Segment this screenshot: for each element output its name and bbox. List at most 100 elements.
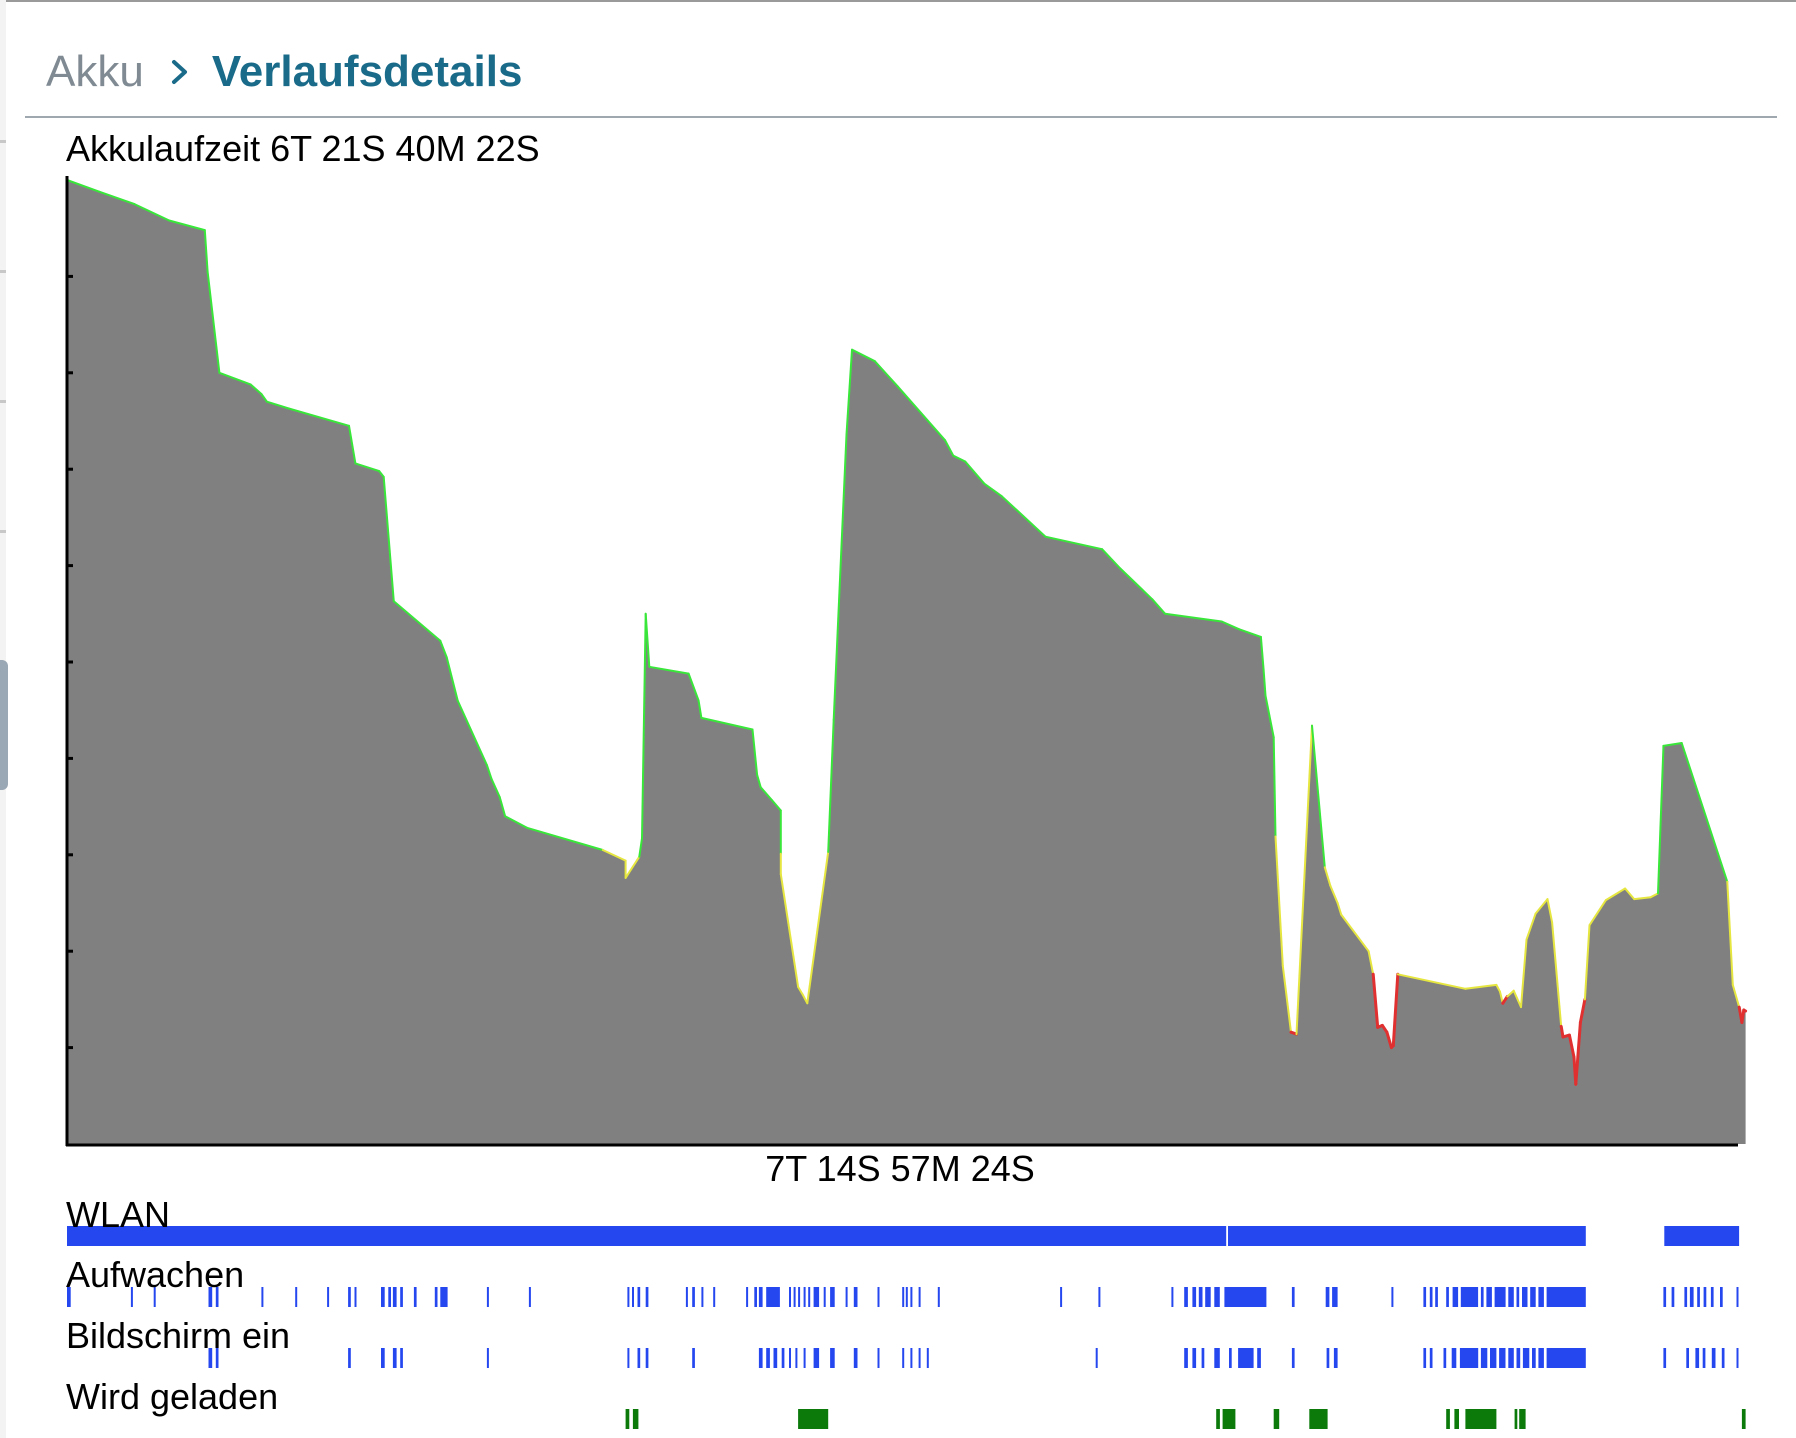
screen-on-segment [486,1348,489,1368]
edge-mark [0,270,6,273]
battery-level-segment [1649,892,1659,899]
battery-level-segment [1657,746,1665,895]
screen-on-segment [637,1348,641,1368]
battery-level-segment [1000,495,1047,538]
breadcrumb-parent-akku[interactable]: Akku [46,47,144,96]
screen-on-segment [830,1348,835,1368]
battery-level-segment [873,360,899,388]
screen-on-segment [208,1348,213,1368]
battery-level-segment [1740,1008,1746,1024]
battery-level-segment [490,777,501,798]
screen-on-segment [1686,1348,1689,1368]
screen-on-segment [877,1348,880,1368]
wake-segment [1429,1287,1433,1307]
battery-level-segment [1546,898,1554,924]
charging-segment [1273,1409,1280,1429]
charging-segment [1454,1409,1459,1429]
battery-level-segment [265,400,290,410]
battery-level-segment [1151,598,1167,615]
battery-level-segment [1731,983,1741,1009]
battery-level-segment [687,672,700,702]
wake-segment [1522,1287,1528,1307]
screen-on-segment [758,1348,763,1368]
screen-on-segment [853,1348,858,1368]
battery-level-segment [392,600,442,642]
battery-level-segment [1101,548,1122,570]
wake-segment [392,1287,397,1307]
wake-segment [1663,1287,1667,1307]
screen-on-segment [1229,1348,1232,1368]
battery-level-segment [1220,620,1240,631]
wake-segment [1452,1287,1459,1307]
wake-segment [208,1287,213,1307]
wake-segment [627,1287,630,1307]
wake-segment [1494,1287,1506,1307]
wake-segment [1423,1287,1427,1307]
battery-level-segment [827,718,835,853]
wake-segment [1446,1287,1449,1307]
wake-segment [348,1287,351,1307]
battery-level-segment [806,850,830,1005]
battery-level-segment [133,203,171,222]
wake-segment [1546,1287,1586,1307]
battery-level-segment [1574,1021,1582,1086]
battery-level-segment [845,348,853,436]
screen-on-segment [1429,1348,1433,1368]
battery-level-segment [1624,887,1636,901]
screen-on-segment [813,1348,820,1368]
charging-segment [1741,1409,1746,1429]
screen-on-segment [215,1348,219,1368]
battery-level-segment [1238,628,1262,638]
wake-segment [1671,1287,1675,1307]
wlan-segment [1228,1226,1586,1246]
screen-on-segment [1257,1348,1261,1368]
screen-on-segment [910,1348,913,1368]
wake-segment [1530,1287,1536,1307]
charging-segment [1309,1409,1328,1429]
wake-segment [877,1287,880,1307]
wake-segment [808,1287,811,1307]
side-drawer-handle[interactable] [0,660,8,790]
charging-segment [798,1409,829,1429]
screen-on-segment [795,1348,798,1368]
wake-segment [1184,1287,1188,1307]
wake-segment [67,1287,71,1307]
battery-level-segment [1726,880,1734,986]
wake-segment [645,1287,649,1307]
battery-level-segment [1534,898,1549,915]
battery-level-segment [1274,835,1284,967]
screen-on-track-label: Bildschirm ein [66,1315,291,1356]
wake-segment [1391,1287,1394,1307]
battery-level-segment [218,371,252,386]
header-divider [25,116,1777,118]
screen-on-segment [692,1348,695,1368]
wake-segment [1198,1287,1203,1307]
wake-segment [1697,1287,1700,1307]
wake-segment [754,1287,757,1307]
battery-level-segment [97,190,136,206]
wake-segment [381,1287,385,1307]
wake-segment [434,1287,438,1307]
battery-level-segment [756,773,762,789]
battery-level-segment [964,460,986,485]
screen-on-segment [1663,1348,1667,1368]
wake-segment [905,1287,908,1307]
charging-segment [1446,1409,1450,1429]
screen-on-segment [1522,1348,1530,1368]
wlan-track-label: WLAN [66,1194,171,1235]
end-time-label: 7T 14S 57M 24S [765,1148,1035,1189]
screen-on-segment [789,1348,791,1368]
wake-segment [486,1287,489,1307]
battery-level-segment [1119,567,1154,601]
screen-on-segment [1480,1348,1488,1368]
screen-on-segment [1451,1348,1457,1368]
battery-level-segment [1391,972,1400,1048]
battery-level-segment [1604,887,1627,902]
wake-segment [1486,1287,1492,1307]
screen-on-segment [803,1348,806,1368]
battery-level-segment [1367,950,1375,976]
screen-on-segment [1333,1348,1338,1368]
battery-level-segment [1281,964,1292,1034]
wake-segment [1684,1287,1688,1307]
charging-segment [1514,1409,1518,1429]
